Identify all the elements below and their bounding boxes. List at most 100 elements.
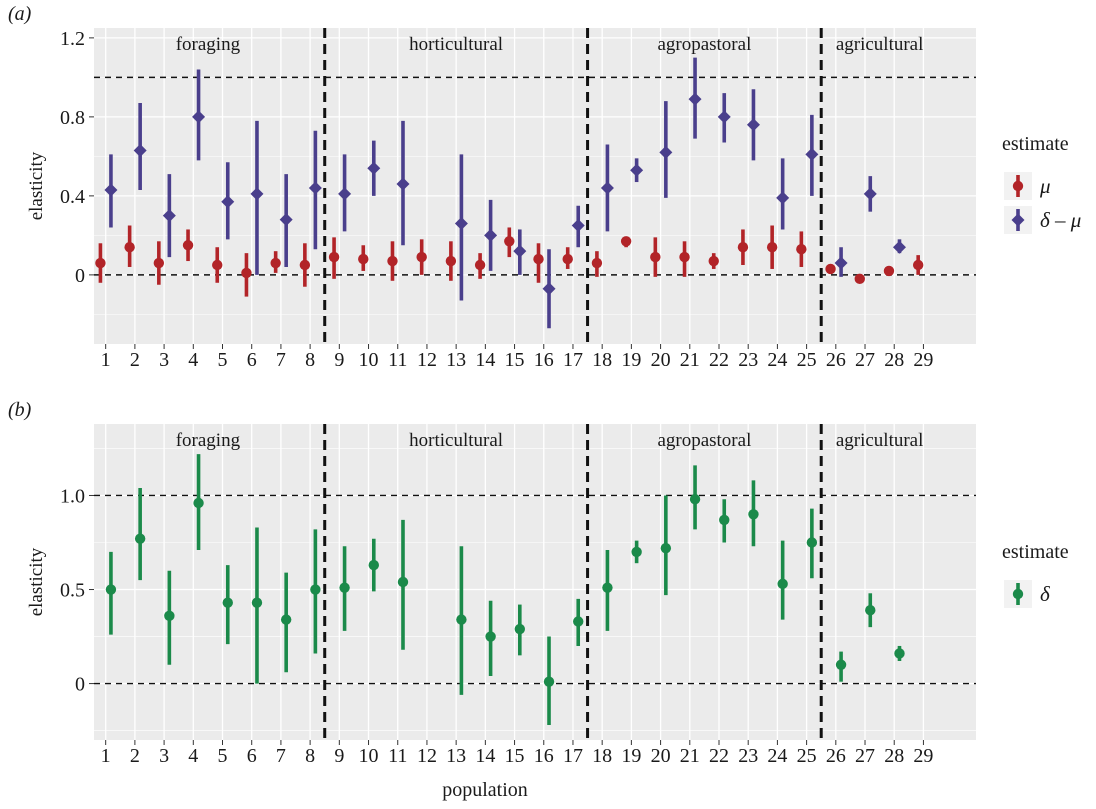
- x-tick-label: 17: [563, 349, 583, 371]
- data-point: [474, 259, 486, 271]
- panel-label: (a): [8, 3, 32, 25]
- y-tick-label: 0: [75, 674, 85, 696]
- x-tick-label: 16: [534, 349, 554, 371]
- data-point: [679, 251, 690, 263]
- y-tick-label: 0.8: [60, 107, 85, 129]
- group-label: foraging: [176, 34, 241, 55]
- x-tick-label: 24: [767, 745, 787, 767]
- data-point: [805, 147, 819, 161]
- data-point: [212, 259, 223, 271]
- x-tick-label: 21: [680, 745, 700, 767]
- series-0: [105, 454, 905, 725]
- data-point: [796, 244, 807, 255]
- legend-label: μ: [1039, 174, 1051, 198]
- group-label: agricultural: [836, 34, 924, 55]
- data-point: [251, 597, 263, 608]
- panel-b: foraging horticultural agropastoral agricul…: [8, 399, 1069, 801]
- x-tick-label: 23: [738, 349, 758, 371]
- x-tick-label: 9: [334, 349, 344, 371]
- data-point: [835, 659, 847, 670]
- x-tick-label: 12: [417, 745, 437, 767]
- data-point: [825, 263, 836, 275]
- x-tick-label: 3: [159, 349, 169, 371]
- y-axis-title: elasticity: [26, 547, 47, 616]
- y-tick-label: 0.5: [60, 580, 85, 602]
- data-point: [659, 145, 673, 159]
- legend-title: estimate: [1002, 133, 1069, 155]
- data-point: [631, 546, 642, 558]
- legend-title: estimate: [1002, 541, 1069, 563]
- plot-background: [94, 424, 976, 740]
- x-tick-label: 28: [884, 349, 904, 371]
- data-point: [367, 161, 381, 175]
- x-tick-label: 8: [305, 349, 315, 371]
- x-tick-label: 18: [592, 349, 612, 371]
- x-tick-label: 26: [826, 745, 846, 767]
- x-tick-label: 22: [709, 349, 729, 371]
- data-point: [484, 228, 498, 242]
- group-label: agropastoral: [657, 430, 751, 451]
- data-point: [854, 273, 865, 285]
- data-point: [514, 623, 526, 635]
- data-point: [270, 257, 281, 269]
- data-point: [104, 183, 118, 197]
- x-tick-label: 20: [651, 745, 671, 767]
- data-point: [193, 497, 204, 509]
- data-point: [454, 217, 468, 231]
- legend-label: δ – μ: [1040, 208, 1081, 232]
- group-label: horticultural: [409, 430, 503, 451]
- data-point: [573, 616, 584, 627]
- data-point: [134, 533, 146, 544]
- data-point: [192, 110, 206, 124]
- data-point: [416, 251, 427, 263]
- x-tick-label: 5: [218, 745, 228, 767]
- data-point: [328, 251, 340, 263]
- x-tick-label: 29: [913, 745, 933, 767]
- data-point: [602, 582, 613, 593]
- x-tick-label: 6: [247, 349, 257, 371]
- x-tick-label: 28: [884, 745, 904, 767]
- data-point: [338, 187, 352, 201]
- data-point: [397, 576, 409, 588]
- x-tick-label: 15: [505, 745, 525, 767]
- x-tick-label: 1: [101, 745, 111, 767]
- legend-key-marker: [1012, 588, 1024, 600]
- legend: estimate δ: [1002, 541, 1069, 608]
- x-tick-label: 16: [534, 745, 554, 767]
- data-point: [865, 605, 876, 616]
- data-point: [746, 118, 760, 132]
- data-point: [485, 631, 496, 642]
- data-point: [650, 251, 661, 263]
- data-point: [124, 242, 135, 253]
- x-tick-label: 22: [709, 745, 729, 767]
- panel-label: (b): [8, 399, 32, 421]
- y-tick-label: 1.0: [60, 485, 85, 507]
- x-axis-title: population: [442, 779, 528, 801]
- legend: estimate μ δ – μ: [1002, 133, 1081, 234]
- data-point: [776, 191, 790, 205]
- data-point: [387, 255, 398, 267]
- x-tick-label: 1: [101, 349, 111, 371]
- data-point: [241, 267, 252, 279]
- data-point: [105, 584, 117, 595]
- data-point: [396, 177, 410, 191]
- x-tick-label: 21: [680, 349, 700, 371]
- y-axis-title: elasticity: [26, 151, 47, 220]
- data-point: [834, 256, 848, 270]
- group-label: foraging: [176, 430, 241, 451]
- legend-label: δ: [1040, 582, 1051, 606]
- data-point: [504, 236, 515, 247]
- data-point: [892, 240, 906, 254]
- data-point: [339, 582, 350, 593]
- data-point: [280, 614, 292, 625]
- x-tick-label: 8: [305, 745, 315, 767]
- x-tick-label: 27: [855, 745, 875, 767]
- x-tick-label: 10: [359, 745, 379, 767]
- data-point: [133, 143, 147, 157]
- data-point: [571, 219, 585, 232]
- x-tick-label: 27: [855, 349, 875, 371]
- data-point: [748, 509, 759, 520]
- group-label: horticultural: [409, 34, 503, 55]
- data-point: [863, 187, 877, 201]
- data-point: [620, 236, 632, 247]
